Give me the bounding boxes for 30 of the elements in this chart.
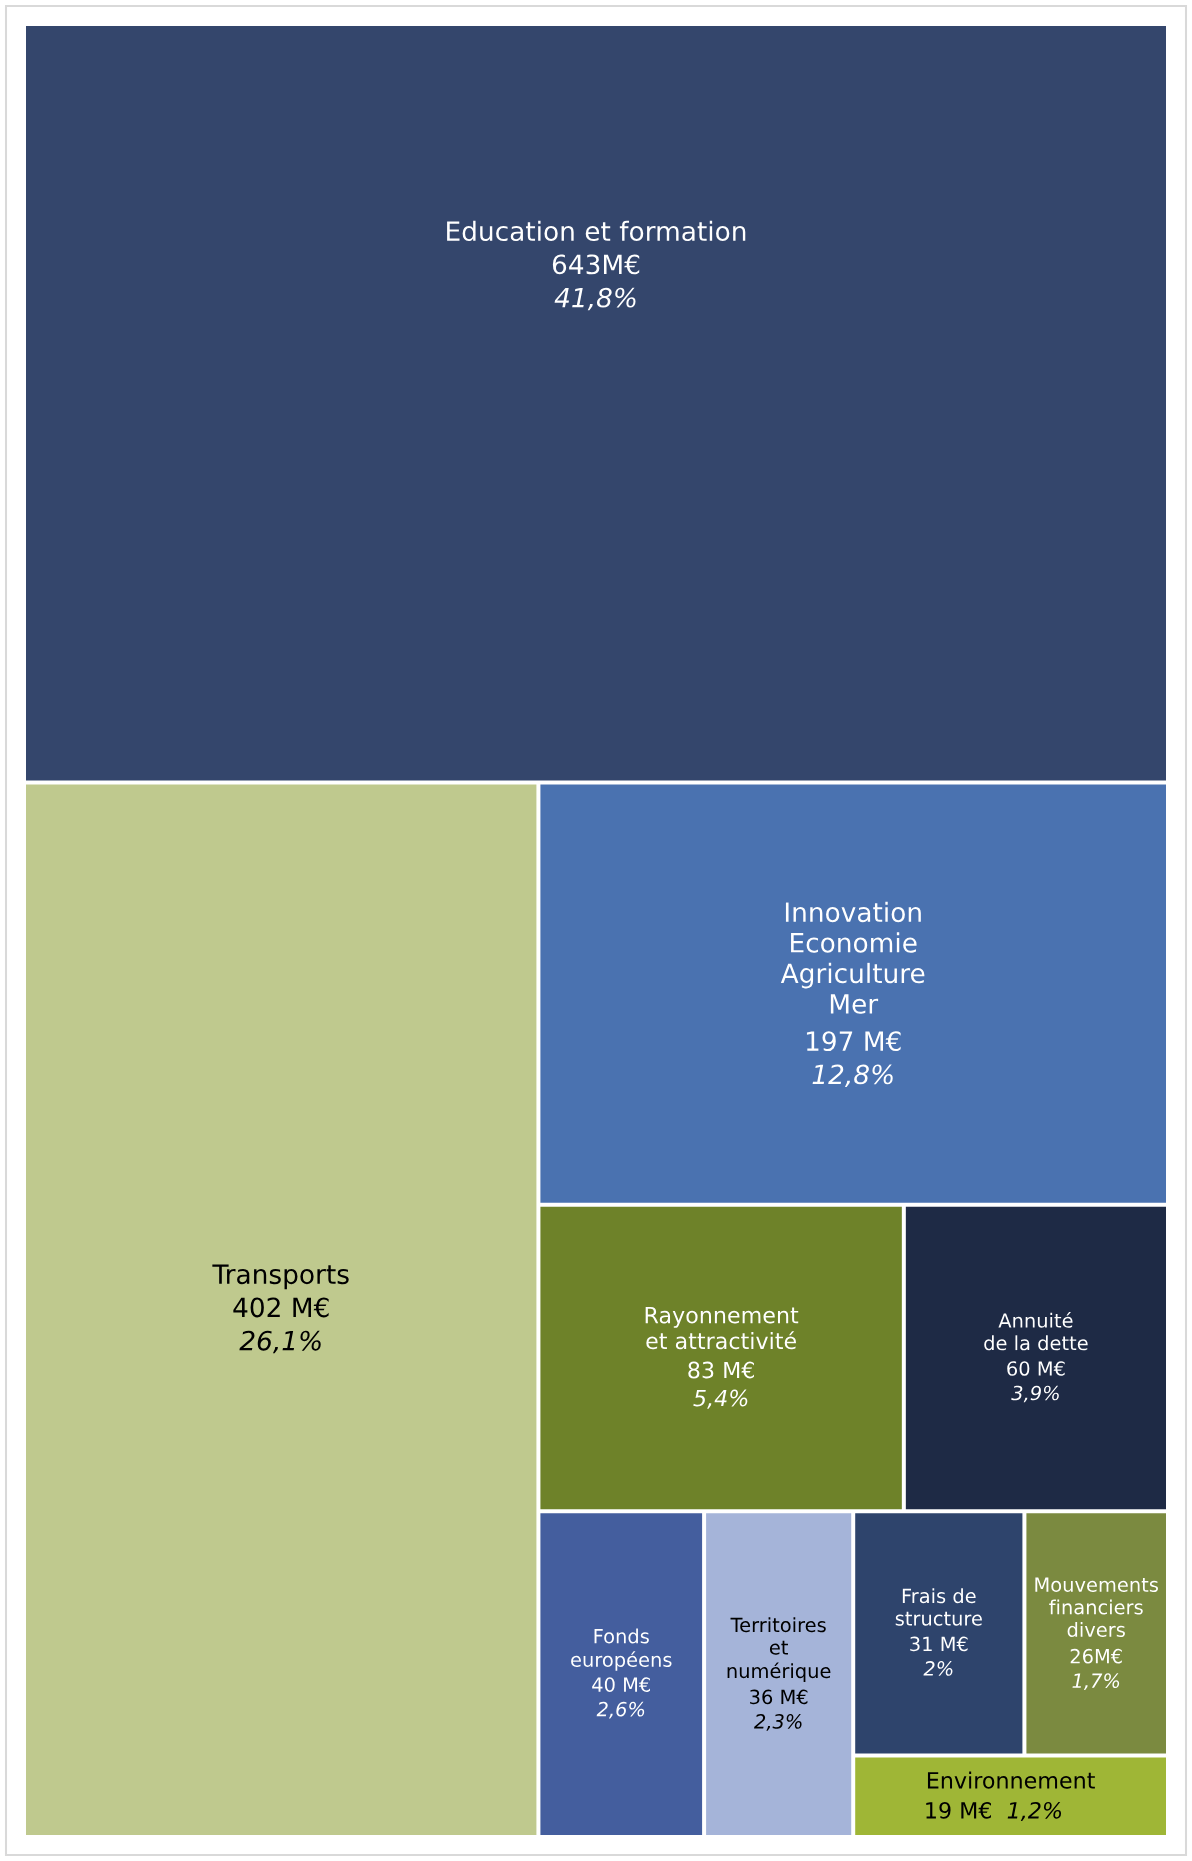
text: 2%	[923, 1661, 953, 1676]
category-label: Rayonnement et attractivité	[645, 1307, 799, 1350]
text: 41,8%	[554, 287, 636, 311]
category-label: Mouvements financiers divers	[1035, 1577, 1158, 1638]
data-label: 26M€	[1070, 1648, 1122, 1664]
category-label: Environnement	[927, 1771, 1095, 1789]
data-label: 402 M€	[233, 1297, 329, 1318]
text: 2,6%	[596, 1701, 645, 1719]
data-label: 197 M€	[806, 1031, 901, 1052]
data-label: 83 M€	[688, 1361, 754, 1379]
data-label: 643M€	[552, 254, 640, 275]
category-label: Annuité de la dette	[984, 1312, 1088, 1351]
category-label: Frais de structure	[895, 1588, 982, 1626]
category-label: Transports	[212, 1264, 349, 1290]
data-label: 19 M€	[926, 1801, 991, 1819]
text: 1,7%	[1072, 1673, 1120, 1691]
category-label: Territoires et numérique	[727, 1617, 831, 1683]
data-label: 36 M€	[750, 1689, 808, 1705]
category-label: Innovation Economie Agriculture Mer	[780, 901, 925, 1014]
text: 5,4%	[693, 1389, 748, 1409]
text: 26,1%	[239, 1330, 321, 1354]
category-label: Fonds européens	[571, 1628, 672, 1671]
data-label: 40 M€	[592, 1677, 650, 1692]
data-label: 60 M€	[1007, 1361, 1065, 1376]
text: 12,8%	[812, 1064, 893, 1088]
text: 2,3%	[754, 1714, 802, 1731]
text: 1,2%	[1007, 1801, 1062, 1821]
category-label: Education et formation	[447, 220, 746, 242]
data-label: 31 M€	[910, 1636, 968, 1652]
text: 3,9%	[1011, 1385, 1059, 1403]
